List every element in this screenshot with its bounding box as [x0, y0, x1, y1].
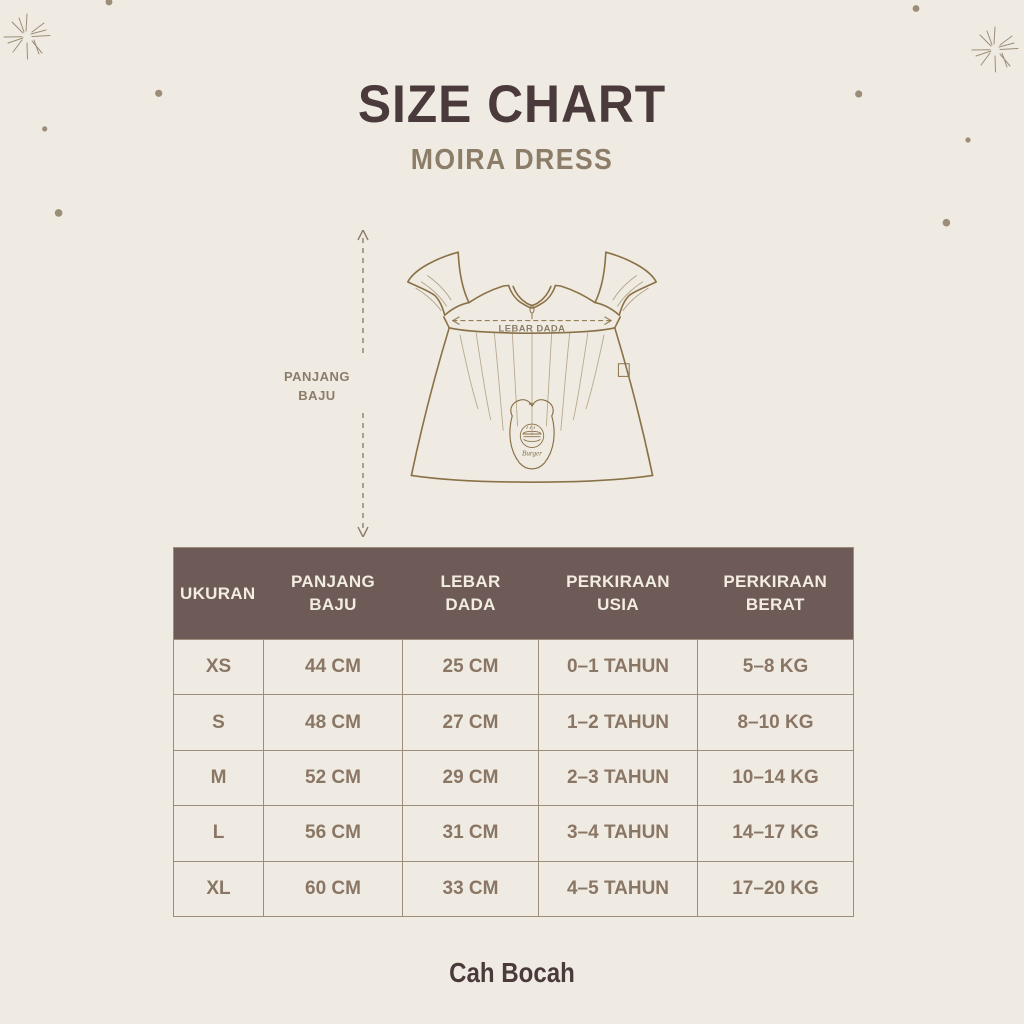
svg-text:Burger: Burger [522, 450, 542, 458]
